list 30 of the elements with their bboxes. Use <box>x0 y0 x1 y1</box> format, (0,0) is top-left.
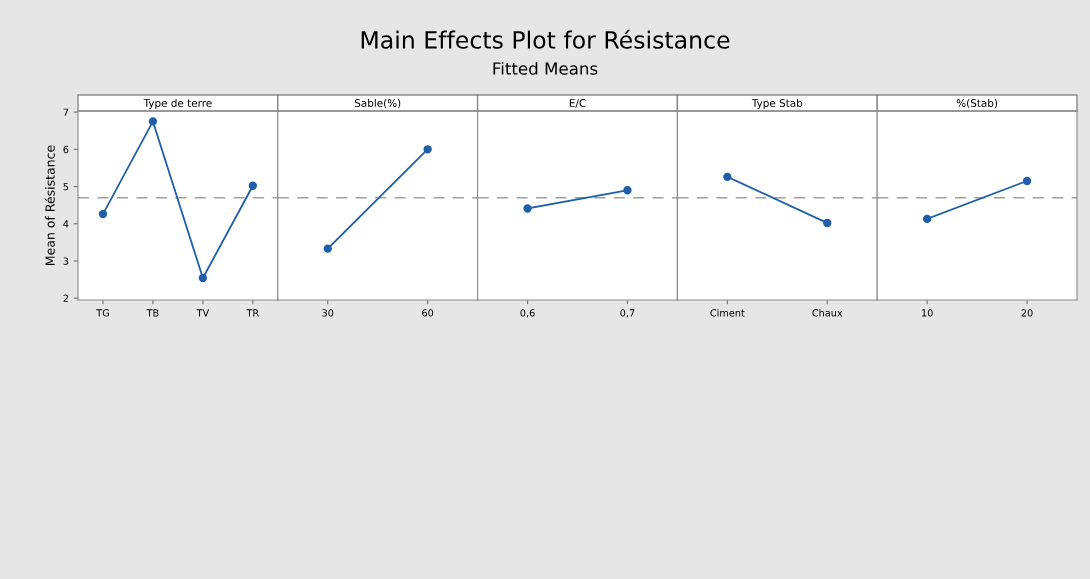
y-tick-label: 7 <box>63 108 69 116</box>
x-tick-label: 0,6 <box>520 309 535 318</box>
point <box>148 117 158 126</box>
x-tick-label: Ciment <box>710 309 745 317</box>
x-tick-label: Chaux <box>812 309 843 317</box>
x-axis-title: Sable(%) <box>354 98 401 109</box>
x-axis-title: %(Stab) <box>956 98 998 109</box>
point <box>98 209 108 219</box>
x-axis-title: Type de terre <box>143 98 212 109</box>
point <box>198 273 208 283</box>
x-tick-label: 0,7 <box>620 309 635 318</box>
text: Main Effects Plot for Résistance <box>361 29 730 49</box>
point <box>248 181 257 190</box>
x-tick-label: TR <box>246 309 259 317</box>
y-tick-label: 5 <box>63 183 69 191</box>
y-tick-label: 2 <box>63 294 68 302</box>
x-tick-label: TV <box>196 309 210 317</box>
x-tick-label: 20 <box>1021 309 1033 317</box>
x-axis-title: Type Stab <box>751 98 803 109</box>
x-axis-title: E/C <box>569 99 586 108</box>
y-tick-label: 6 <box>63 145 69 154</box>
y-tick-label: 4 <box>63 220 69 228</box>
x-tick-label: 10 <box>922 309 933 317</box>
x-tick-label: TB <box>146 309 159 317</box>
text: Fitted Means <box>493 61 598 75</box>
x-tick-label: 30 <box>322 309 334 317</box>
y-axis-title: Mean of Résistance <box>44 145 55 265</box>
x-tick-label: TG <box>96 309 109 317</box>
y-tick-label: 3 <box>63 257 69 265</box>
x-tick-label: 60 <box>422 309 434 317</box>
